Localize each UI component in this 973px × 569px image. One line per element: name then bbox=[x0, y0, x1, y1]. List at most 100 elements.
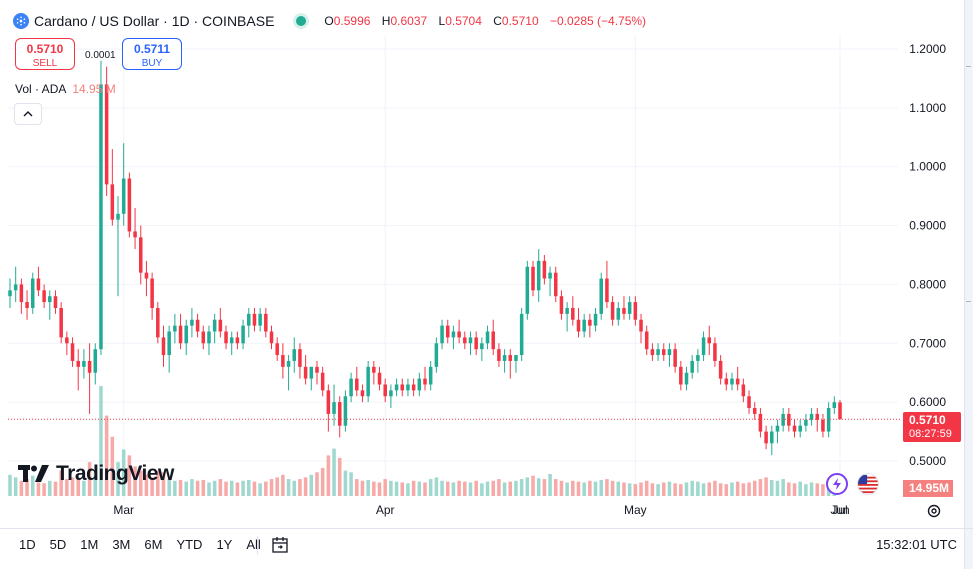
toolbar-divider bbox=[257, 536, 258, 554]
range-6m[interactable]: 6M bbox=[144, 537, 163, 552]
candle-body bbox=[826, 408, 831, 432]
candle-body bbox=[195, 319, 200, 332]
volume-bar bbox=[707, 482, 712, 496]
ohlc-values: O0.5996 H0.6037 L0.5704 C0.5710 −0.0285 … bbox=[324, 14, 647, 28]
buy-button[interactable]: 0.5711 BUY bbox=[122, 38, 182, 70]
volume-bar bbox=[195, 480, 200, 496]
volume-bar bbox=[275, 477, 279, 496]
market-open-indicator-icon bbox=[296, 16, 307, 26]
ohlc-high: 0.6037 bbox=[390, 14, 428, 28]
candle-body bbox=[161, 337, 166, 356]
price-axis-label: 1.2000 bbox=[909, 42, 946, 56]
candle-body bbox=[713, 343, 717, 361]
watermark-text: TradingView bbox=[56, 462, 174, 485]
candle-body bbox=[292, 349, 297, 361]
time-axis-label: May bbox=[624, 503, 647, 517]
cardano-logo-icon bbox=[13, 13, 29, 29]
price-axis-label: 1.0000 bbox=[909, 160, 946, 174]
right-scrollbar[interactable] bbox=[964, 0, 973, 569]
volume-bar bbox=[229, 480, 234, 496]
volume-bar bbox=[406, 483, 410, 496]
volume-bar bbox=[434, 477, 439, 496]
volume-bar bbox=[269, 479, 274, 496]
candle-body bbox=[815, 413, 820, 420]
candle-body bbox=[349, 378, 353, 397]
candle-body bbox=[360, 390, 365, 397]
volume-bar bbox=[343, 470, 348, 496]
time-axis-label: Apr bbox=[376, 503, 395, 517]
events-icon[interactable] bbox=[826, 473, 848, 495]
volume-bar bbox=[559, 480, 564, 496]
candle-body bbox=[480, 343, 484, 350]
volume-bar bbox=[423, 482, 427, 496]
utc-clock[interactable]: 15:32:01 UTC bbox=[876, 537, 957, 552]
volume-bar bbox=[258, 483, 262, 496]
range-5d[interactable]: 5D bbox=[49, 537, 67, 552]
volume-bar bbox=[320, 468, 325, 496]
candle-body bbox=[207, 331, 211, 344]
volume-bar bbox=[150, 477, 154, 496]
volume-bar bbox=[730, 482, 734, 496]
time-axis-label: Jul bbox=[832, 503, 847, 517]
volume-bar bbox=[588, 480, 592, 496]
candle-body bbox=[281, 355, 285, 367]
volume-bar bbox=[639, 482, 643, 496]
candle-body bbox=[229, 337, 234, 344]
volume-bar bbox=[752, 480, 757, 496]
candle-body bbox=[337, 402, 342, 426]
volume-bars bbox=[8, 386, 837, 496]
range-ytd[interactable]: YTD bbox=[176, 537, 203, 552]
candle-body bbox=[178, 325, 183, 344]
candle-body bbox=[315, 366, 319, 373]
volume-bar bbox=[355, 479, 359, 496]
candle-body bbox=[519, 313, 524, 356]
sell-button[interactable]: 0.5710 SELL bbox=[15, 38, 75, 70]
volume-bar bbox=[360, 480, 365, 496]
volume-bar bbox=[133, 466, 137, 496]
range-all[interactable]: All bbox=[246, 537, 261, 552]
ohlc-low: 0.5704 bbox=[445, 14, 482, 28]
volume-bar bbox=[485, 481, 490, 496]
candle-body bbox=[65, 337, 69, 344]
candle-body bbox=[536, 260, 541, 291]
price-axis-label: 0.6000 bbox=[909, 395, 946, 409]
volume-bar bbox=[332, 448, 336, 496]
sell-label: SELL bbox=[32, 58, 58, 69]
price-axis-label: 1.1000 bbox=[909, 101, 946, 115]
candle-body bbox=[332, 402, 336, 414]
volume-bar bbox=[428, 479, 433, 496]
symbol-title[interactable]: Cardano / US Dollar · 1D · COINBASE bbox=[34, 13, 275, 29]
candle-body bbox=[138, 237, 143, 273]
candle-body bbox=[491, 331, 495, 350]
candle-body bbox=[582, 319, 586, 332]
range-1m[interactable]: 1M bbox=[80, 537, 99, 552]
us-flag-icon[interactable] bbox=[857, 473, 879, 495]
candle-body bbox=[758, 413, 763, 432]
collapse-legend-button[interactable] bbox=[14, 103, 42, 125]
candle-body bbox=[30, 278, 35, 308]
candle-body bbox=[525, 266, 530, 314]
candle-body bbox=[588, 319, 592, 326]
chart-legend: Cardano / US Dollar · 1D · COINBASE O0.5… bbox=[13, 10, 650, 32]
volume-bar bbox=[679, 484, 683, 496]
candle-body bbox=[298, 349, 302, 367]
volume-bar bbox=[104, 415, 109, 496]
axis-settings-icon[interactable] bbox=[926, 503, 942, 519]
range-3m[interactable]: 3M bbox=[112, 537, 131, 552]
candle-body bbox=[411, 384, 416, 391]
volume-bar bbox=[741, 483, 746, 496]
candle-body bbox=[724, 378, 729, 385]
volume-bar bbox=[8, 474, 12, 496]
candle-body bbox=[792, 425, 797, 432]
candle-body bbox=[241, 325, 245, 344]
candle-body bbox=[133, 231, 137, 238]
volume-bar bbox=[525, 477, 530, 496]
range-1d[interactable]: 1D bbox=[19, 537, 36, 552]
volume-bar bbox=[326, 455, 331, 496]
candle-body bbox=[650, 349, 655, 356]
volume-bar bbox=[127, 455, 132, 496]
range-1y[interactable]: 1Y bbox=[216, 537, 233, 552]
candle-body bbox=[440, 325, 444, 344]
go-to-date-icon[interactable] bbox=[270, 535, 290, 555]
